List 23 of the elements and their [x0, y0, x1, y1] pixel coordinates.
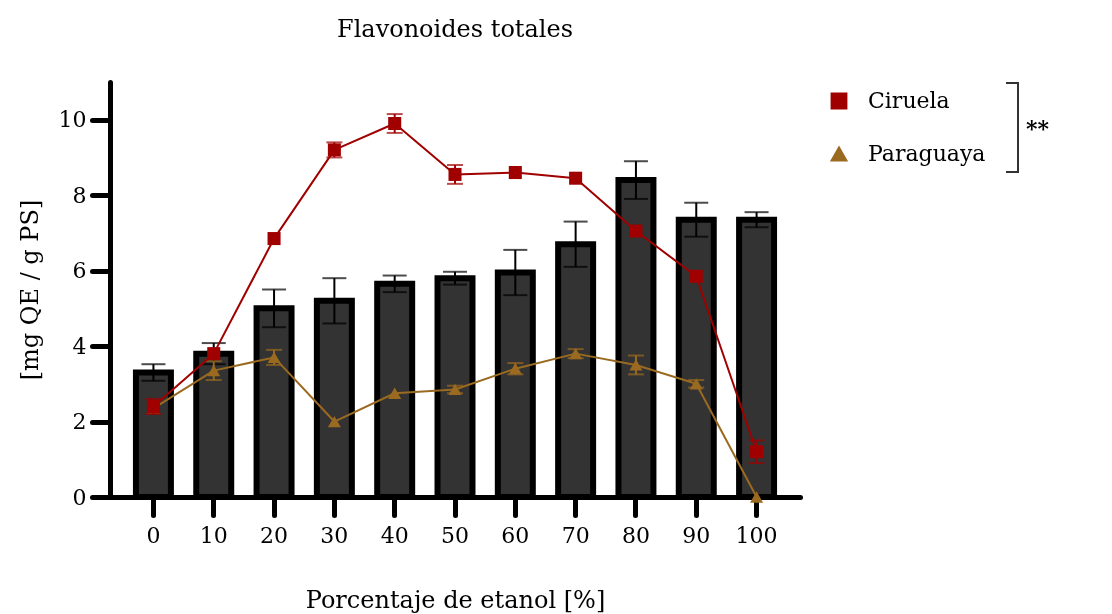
y-tick-label: 8	[72, 182, 87, 208]
x-tick-label: 100	[735, 522, 778, 548]
y-tick-label: 6	[72, 258, 87, 284]
x-tick-label: 0	[146, 522, 161, 548]
legend-label: Ciruela	[868, 88, 950, 113]
x-tick-label: 10	[199, 522, 228, 548]
x-tick-label: 70	[561, 522, 590, 548]
text: **	[1026, 114, 1050, 141]
x-tick-label: 80	[621, 522, 650, 548]
x-tick-label: 50	[441, 522, 469, 548]
legend-label: Paraguaya	[868, 141, 986, 166]
y-tick-label: 2	[72, 409, 87, 435]
x-axis-title: Porcentaje de etanol [%]	[305, 585, 606, 614]
x-tick-label: 90	[682, 522, 711, 548]
y-tick-label: 4	[72, 333, 87, 359]
y-axis-title: [mg QE / g PS]	[15, 199, 44, 381]
x-tick-label: 60	[501, 522, 530, 548]
x-tick-label: 40	[380, 522, 409, 548]
chart-title: Flavonoides totales	[337, 15, 573, 43]
x-tick-label: 30	[320, 522, 349, 548]
x-tick-label: 20	[260, 522, 289, 548]
y-tick-label: 0	[72, 484, 87, 510]
y-tick-label: 10	[58, 107, 87, 133]
